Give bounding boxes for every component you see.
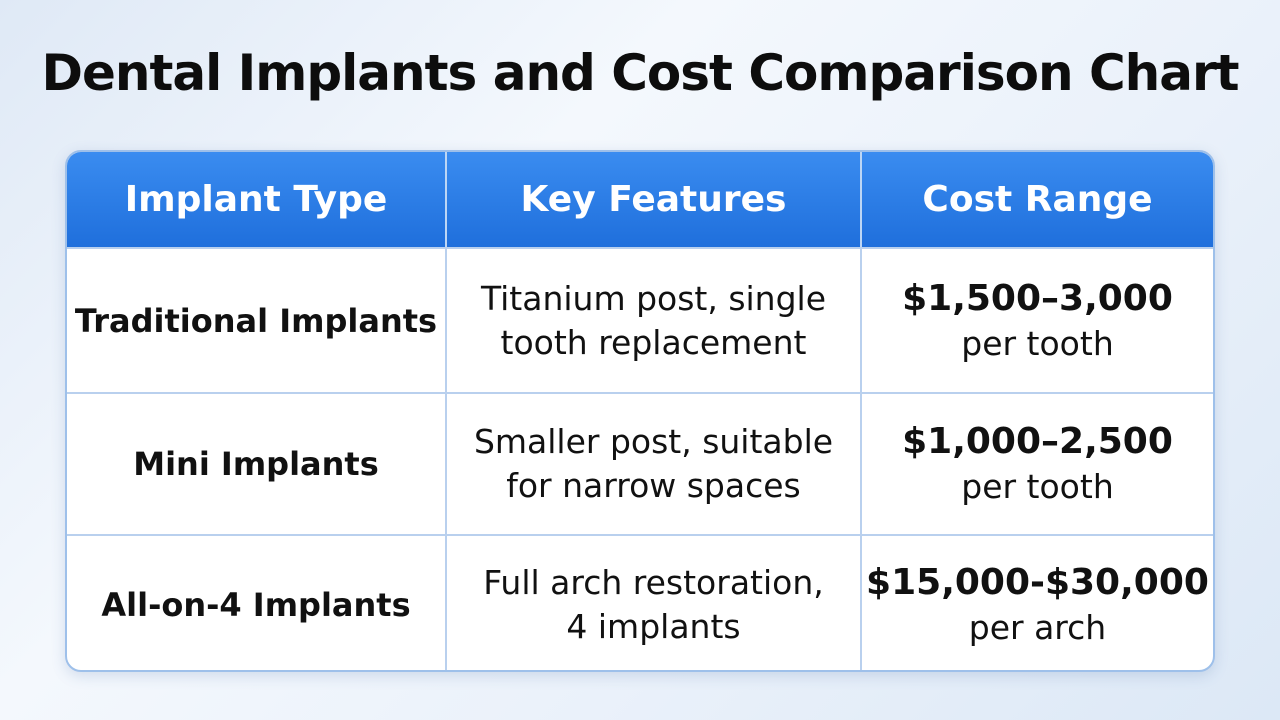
cost-range: $1,500–3,000	[902, 277, 1173, 319]
feature-line: Smaller post, suitable	[473, 422, 834, 461]
cost-range: $15,000-$30,000	[866, 562, 1209, 603]
cost-range: $1,000–2,500	[902, 421, 1173, 462]
features-cell: Smaller post, suitable for narrow spaces	[447, 394, 862, 534]
table-row: Traditional Implants Titanium post, singl…	[67, 247, 1213, 392]
type-cell: Traditional Implants	[67, 249, 447, 392]
feature-line: Full arch restoration,	[483, 563, 824, 602]
type-cell: Mini Implants	[67, 394, 447, 534]
features-cell: Titanium post, single tooth replacement	[447, 249, 862, 392]
cost-unit: per arch	[968, 608, 1107, 647]
header-row: Implant Type Key Features Cost Range	[67, 152, 1213, 247]
header-cell: Cost Range	[922, 179, 1153, 220]
type-cell: All-on-4 Implants	[67, 536, 447, 670]
table: Implant Type Key Features Cost Range Tradit…	[65, 150, 1215, 672]
cost-cell: $15,000-$30,000 per arch	[862, 536, 1213, 670]
implant-type: Mini Implants	[133, 445, 379, 483]
implant-type: All-on-4 Implants	[101, 586, 411, 624]
table-row: Mini Implants Smaller post, suitable for n…	[67, 392, 1213, 534]
feature-line: Titanium post, single	[480, 278, 827, 318]
feature-line: tooth replacement	[500, 322, 807, 362]
feature-line: 4 implants	[566, 607, 741, 646]
features-cell: Full arch restoration, 4 implants	[447, 536, 862, 670]
cost-unit: per tooth	[961, 323, 1114, 363]
implant-type: Traditional Implants	[74, 301, 438, 340]
cost-cell: $1,000–2,500 per tooth	[862, 394, 1213, 534]
header-cell: Key Features	[447, 152, 862, 247]
feature-line: for narrow spaces	[506, 466, 801, 505]
cost-cell: $1,500–3,000 per tooth	[862, 249, 1213, 392]
table-row: All-on-4 Implants Full arch restoration, 4…	[67, 534, 1213, 670]
title: Dental Implants and Cost Comparison Char…	[41, 44, 1239, 102]
header-cell: Implant Type	[67, 152, 447, 247]
cost-unit: per tooth	[961, 467, 1114, 506]
